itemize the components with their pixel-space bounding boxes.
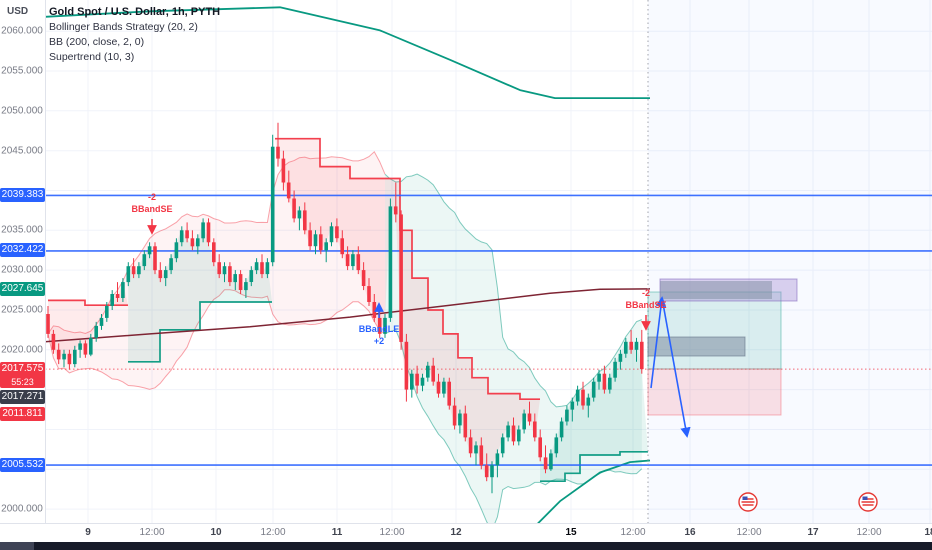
currency-axis-label[interactable]: USD	[7, 6, 29, 17]
price-tick: 2020.000	[1, 344, 43, 356]
price-badge: 2039.383	[0, 188, 45, 202]
price-tick: 2030.000	[1, 264, 43, 276]
svg-text:-2: -2	[148, 192, 156, 202]
price-badge: 2032.422	[0, 243, 45, 257]
supertrend	[48, 137, 648, 483]
price-tick: 2060.000	[1, 25, 43, 37]
price-tick: 2050.000	[1, 105, 43, 117]
price-badge: 2011.811	[0, 407, 45, 421]
svg-text:BBandSE: BBandSE	[131, 204, 172, 214]
horizontal-lines[interactable]	[45, 194, 932, 466]
symbol-title[interactable]: Gold Spot / U.S. Dollar, 1h, PYTH	[49, 6, 221, 18]
projection-arrow-down	[661, 297, 691, 438]
svg-text:+2: +2	[374, 336, 384, 346]
svg-text:BBandLE: BBandLE	[359, 324, 400, 334]
economic-event-icon[interactable]	[858, 492, 878, 512]
grid	[45, 0, 932, 523]
bottom-toolbar-handle[interactable]	[0, 542, 34, 550]
svg-text:BBandSE: BBandSE	[625, 300, 666, 310]
economic-event-icon[interactable]	[738, 492, 758, 512]
time-axis[interactable]: 9 12:00 10 12:00 11 12:00 12 15 12:00 16 12:00 17 12…	[0, 523, 932, 543]
price-badge: 2017.575 55:23	[0, 362, 45, 388]
time-tick: 12:00	[620, 527, 646, 538]
candles	[46, 122, 644, 494]
time-tick: 12:00	[856, 527, 882, 538]
projection-arrow-up	[650, 296, 667, 389]
time-tick: 12:00	[260, 527, 286, 538]
time-tick: 15	[565, 527, 577, 538]
chart-legend: Gold Spot / U.S. Dollar, 1h, PYTH Bollin…	[49, 5, 220, 65]
purple-gray-overlay-box	[660, 281, 772, 299]
price-axis[interactable]: 2060.000 2055.000 2050.000 2045.000 2035.000…	[0, 0, 46, 523]
price-badge: 2017.271	[0, 390, 45, 404]
time-tick: 16	[684, 527, 696, 538]
legend-indicator-supertrend[interactable]: Supertrend (10, 3)	[49, 51, 135, 63]
price-tick: 2045.000	[1, 145, 43, 157]
projection-arrows[interactable]	[650, 296, 691, 438]
price-tick: 2000.000	[1, 503, 43, 515]
price-badge: 2005.532	[0, 458, 45, 472]
time-tick: 12:00	[379, 527, 405, 538]
time-tick: 11	[331, 527, 343, 538]
price-tick: 2035.000	[1, 224, 43, 236]
time-tick: 18	[924, 527, 932, 538]
future-area-tint	[648, 0, 932, 523]
bb200-upper-line	[44, 6, 650, 99]
time-tick: 12	[450, 527, 462, 538]
time-tick: 9	[85, 527, 91, 538]
price-tick: 2025.000	[1, 304, 43, 316]
strategy-signals: -2 BBandSE BBandLE +2 -2 BBandSE	[131, 192, 666, 346]
time-tick: 17	[807, 527, 819, 538]
svg-text:-2: -2	[642, 288, 650, 298]
bottom-toolbar	[0, 542, 932, 550]
time-tick: 12:00	[736, 527, 762, 538]
legend-indicator-bb-strategy[interactable]: Bollinger Bands Strategy (20, 2)	[49, 21, 198, 33]
countdown-timer: 55:23	[11, 377, 34, 387]
price-tick: 2055.000	[1, 65, 43, 77]
time-tick: 12:00	[139, 527, 165, 538]
time-tick: 10	[210, 527, 222, 538]
gray-zone-box	[647, 336, 746, 357]
drawing-boxes[interactable]	[647, 278, 798, 416]
price-badge: 2027.645	[0, 282, 45, 296]
legend-indicator-bb200[interactable]: BB (200, close, 2, 0)	[49, 36, 145, 48]
stop-zone-box	[647, 368, 782, 416]
